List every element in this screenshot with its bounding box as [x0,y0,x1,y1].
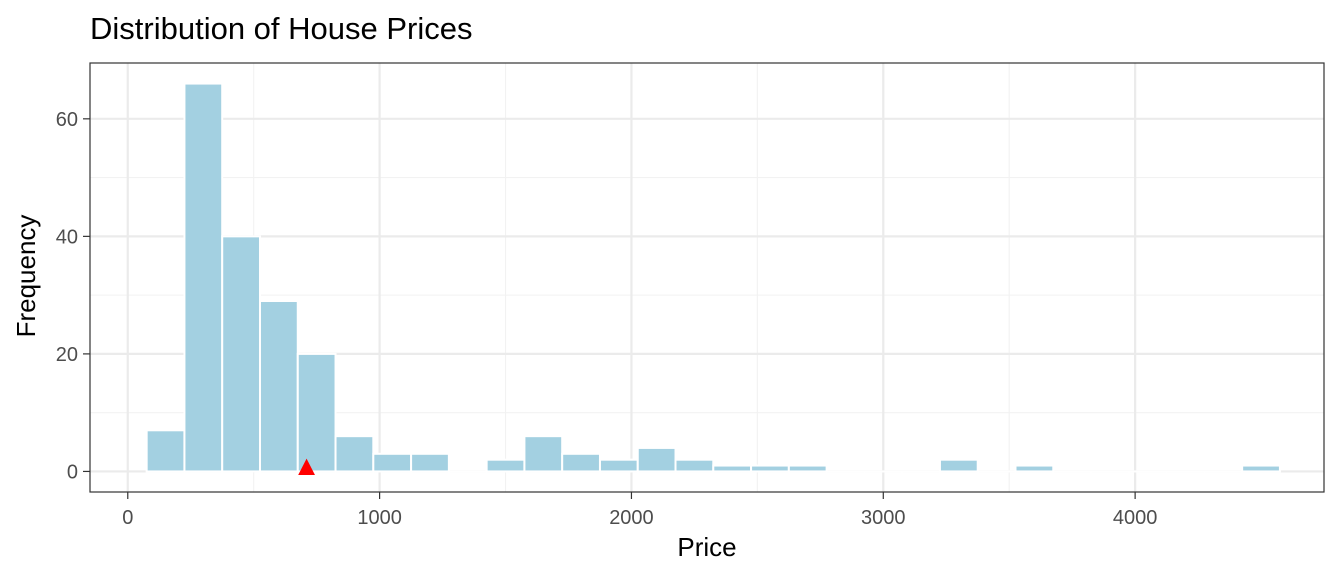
y-tick-label: 60 [56,109,78,131]
histogram-bar [485,458,526,473]
histogram-bar [145,429,186,473]
histogram-bar [1241,464,1281,473]
x-axis-title: Price [677,532,736,562]
histogram-bar [258,300,299,473]
histogram-bar [221,235,261,473]
histogram-bar [183,82,224,473]
chart-title: Distribution of House Prices [90,11,473,46]
x-axis: 0 1000 2000 3000 4000 [122,492,1157,529]
histogram-bar [598,458,639,473]
y-axis: 0 20 40 60 [56,109,90,483]
histogram-bar [561,452,601,473]
histogram-bar [372,452,413,473]
histogram-bar [674,458,715,473]
y-tick-label: 20 [56,344,78,366]
histogram-bar [410,452,450,473]
marker-layer [298,458,315,476]
x-tick-label: 0 [122,507,133,529]
panel-border [89,62,1325,493]
x-tick-label: 1000 [357,507,402,529]
histogram-bar [334,435,375,473]
x-tick-label: 3000 [861,507,906,529]
histogram-bar [750,464,790,473]
x-tick-label: 4000 [1113,507,1158,529]
histogram-bars [145,82,1281,473]
histogram-bar [1014,464,1055,473]
y-tick-label: 40 [56,226,78,248]
histogram-bar [938,458,979,473]
marker-triangle [298,458,315,476]
y-axis-title: Frequency [11,215,41,338]
histogram-bar [787,464,828,473]
x-tick-label: 2000 [609,507,654,529]
histogram-bar [712,464,753,473]
histogram-bar [296,352,337,473]
y-tick-label: 0 [67,461,78,483]
histogram-bar [523,435,564,473]
histogram-bar [636,446,677,473]
